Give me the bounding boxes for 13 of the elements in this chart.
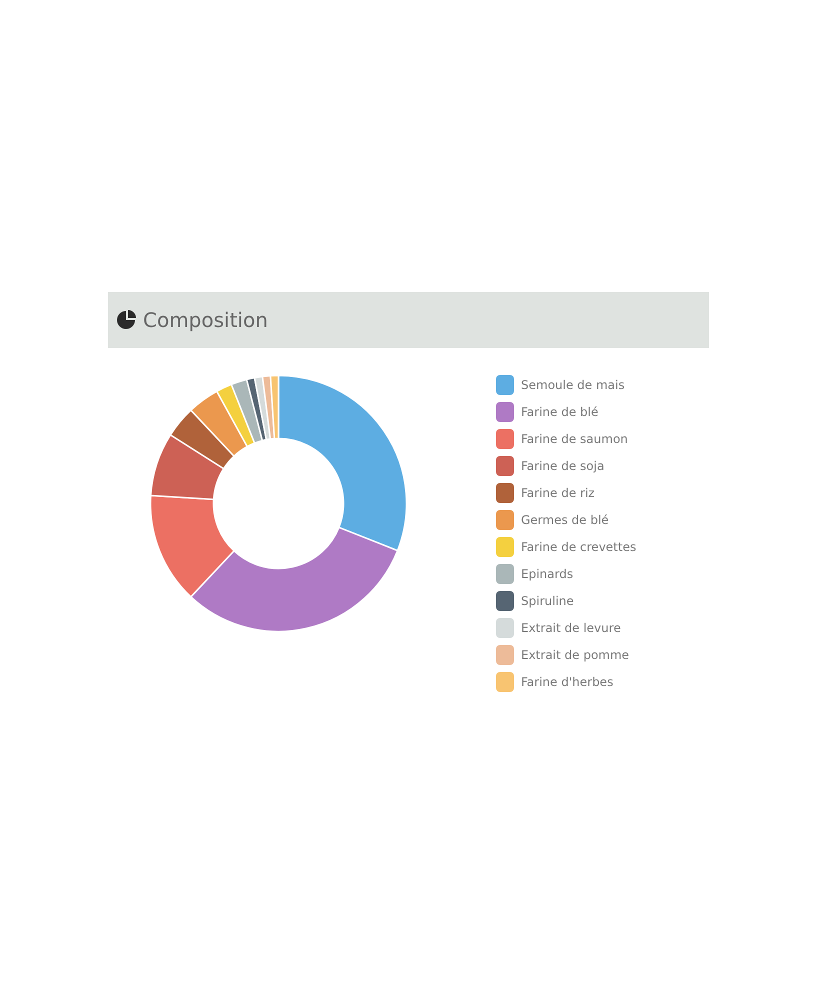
chart-title: Composition	[143, 308, 268, 332]
legend-label: Extrait de levure	[521, 621, 621, 636]
legend-label: Spiruline	[521, 594, 574, 608]
legend-label: Farine de saumon	[521, 432, 628, 446]
legend-label: Semoule de mais	[521, 378, 625, 392]
legend-label: Farine de soja	[521, 459, 604, 474]
legend-label: Farine de riz	[521, 486, 595, 500]
legend-label: Farine de blé	[521, 405, 598, 420]
legend-label: Germes de blé	[521, 513, 609, 528]
legend-label: Farine d'herbes	[521, 675, 614, 690]
legend-label: Farine de crevettes	[521, 540, 636, 554]
legend-label: Extrait de pomme	[521, 648, 630, 662]
legend-label: Epinards	[521, 567, 574, 582]
